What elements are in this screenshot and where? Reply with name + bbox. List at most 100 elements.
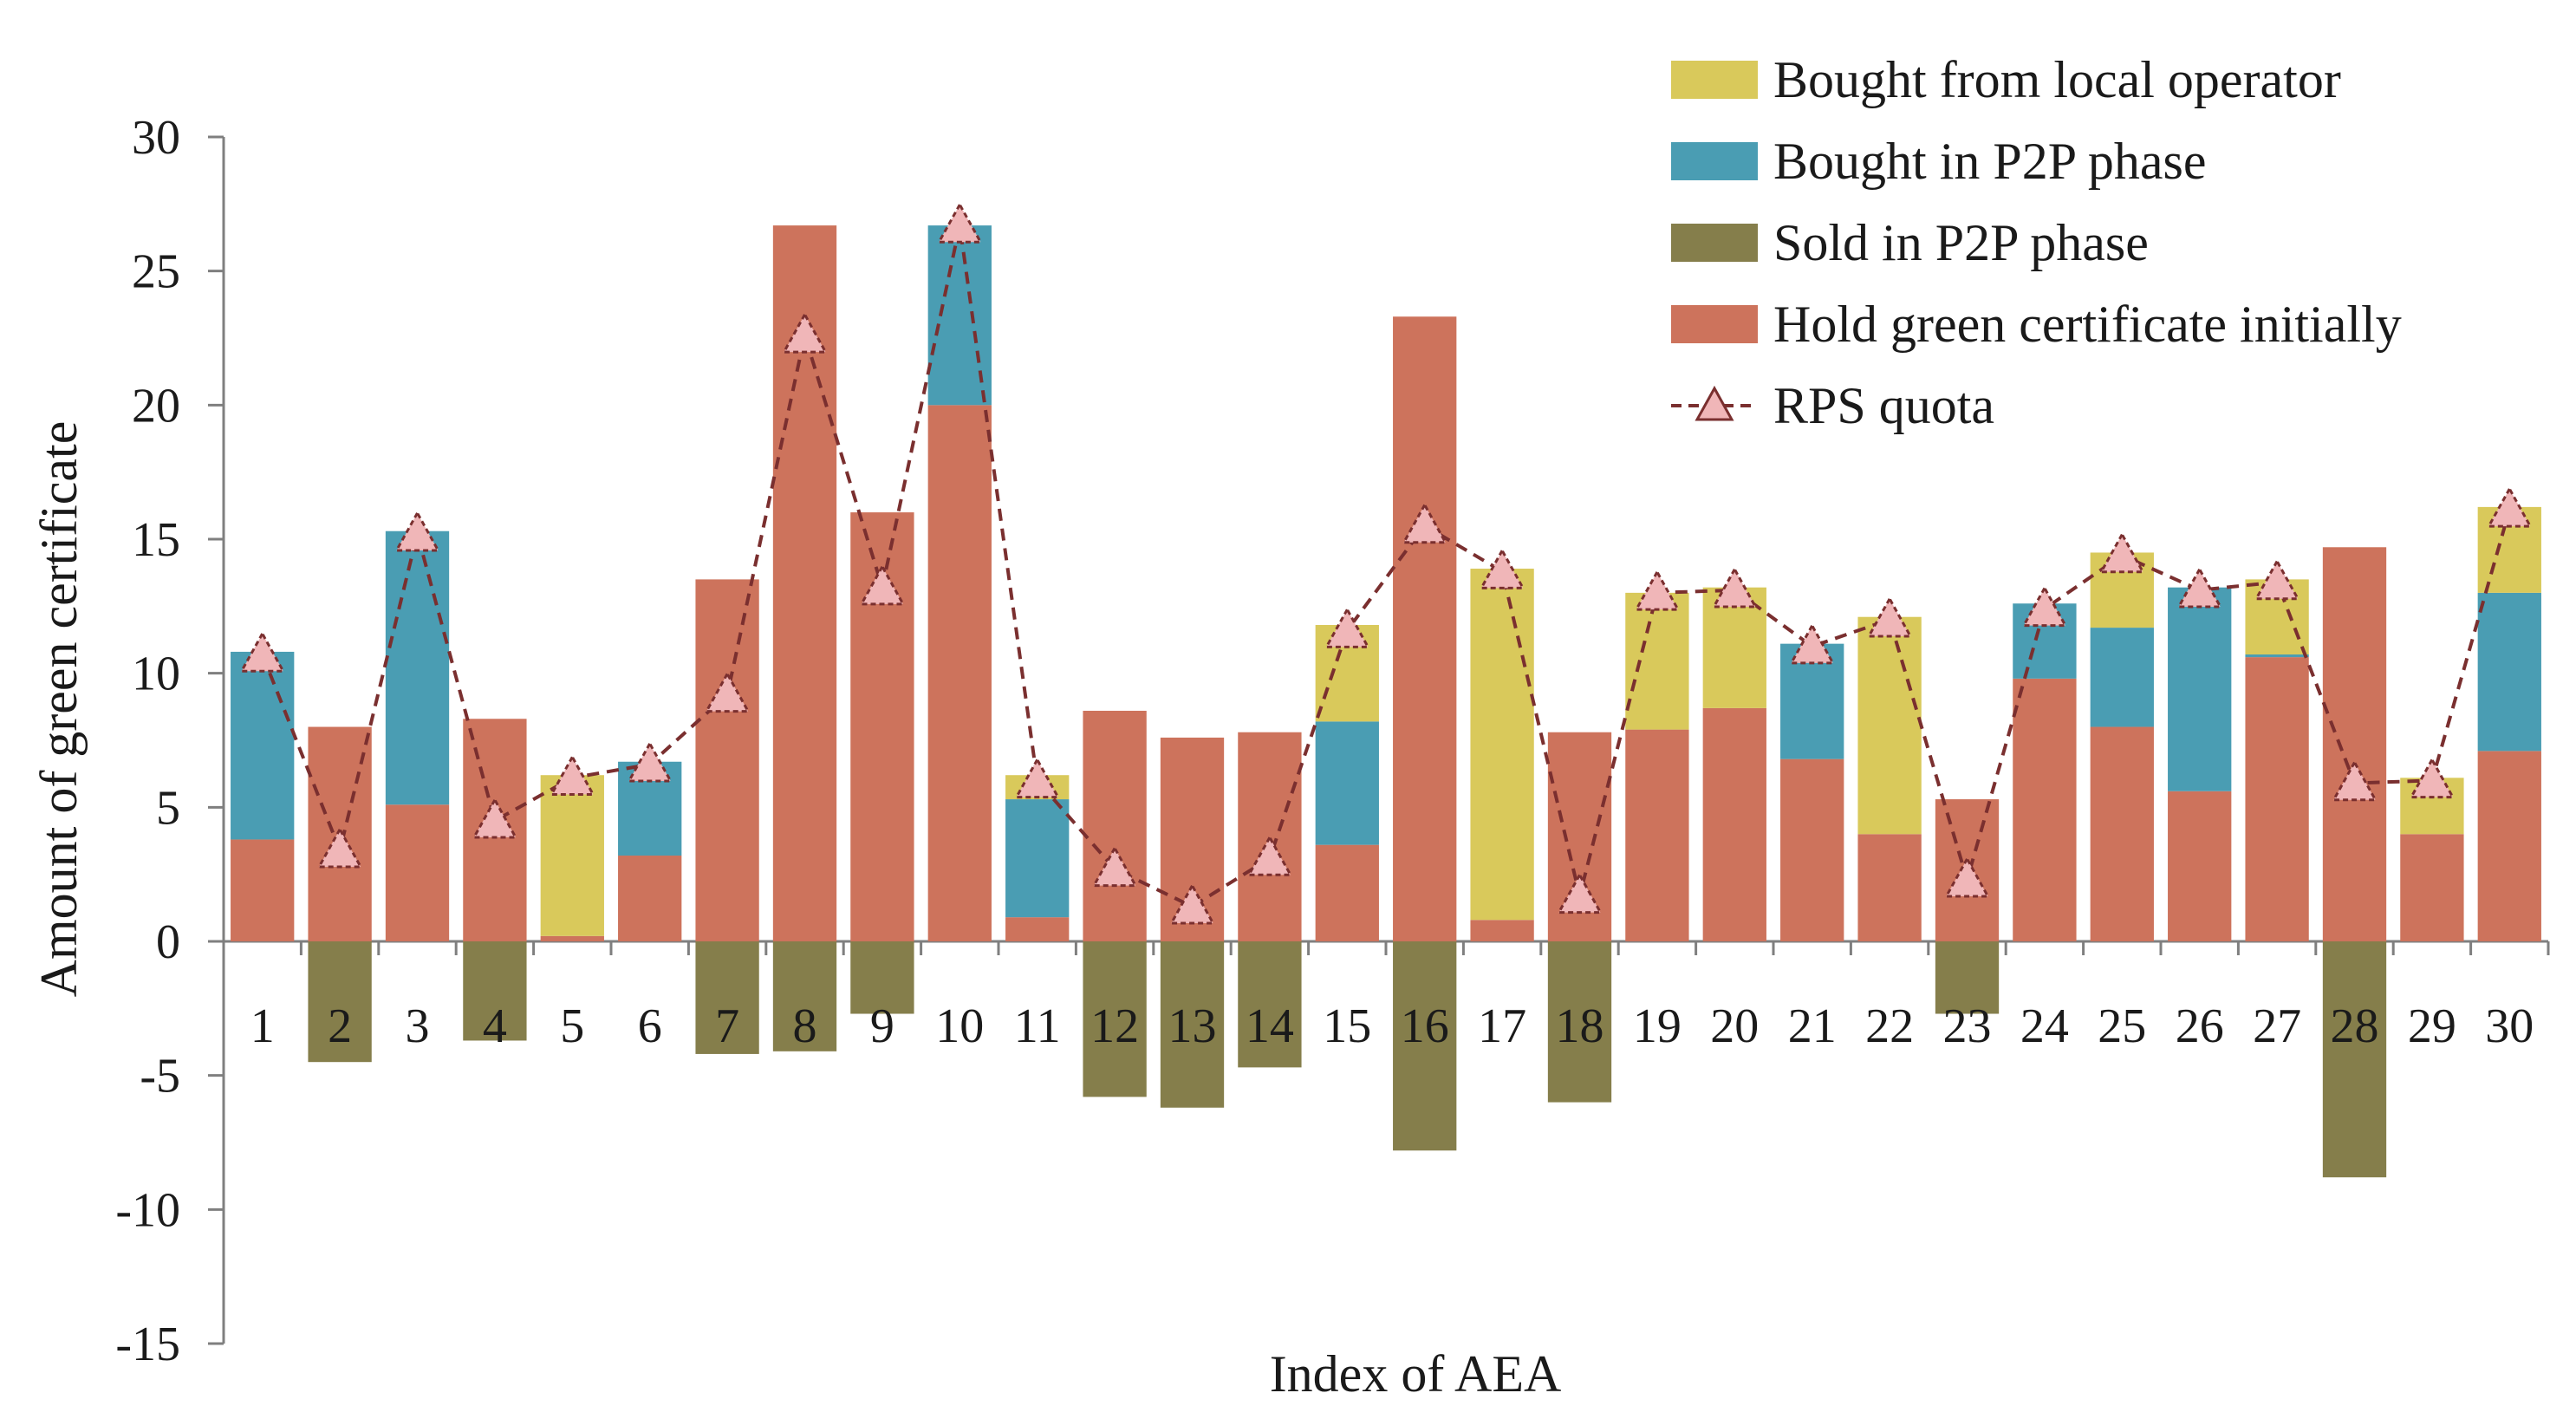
- rps-quota-point-22: [1866, 596, 1913, 638]
- rps-quota-point-2: [316, 826, 363, 869]
- rps-quota-point-9: [859, 563, 906, 606]
- bar-hold-green-certificate-initially-15: [1315, 844, 1379, 941]
- bar-bought-from-local-operator-19: [1625, 592, 1689, 730]
- x-tick-label: 29: [2408, 999, 2456, 1053]
- legend-label-sold-in-p2p-phase: Sold in P2P phase: [1773, 214, 2149, 271]
- x-tick-label: 25: [2098, 999, 2146, 1053]
- x-tick-label: 30: [2485, 999, 2534, 1053]
- legend-swatch-sold-in-p2p-phase: [1671, 224, 1758, 262]
- bar-hold-green-certificate-initially-29: [2400, 834, 2464, 941]
- bar-bought-in-p2p-phase-3: [385, 530, 450, 805]
- x-tick-label: 6: [638, 999, 662, 1053]
- bar-sold-in-p2p-phase-9: [850, 941, 914, 1014]
- rps-quota-point-7: [704, 671, 751, 713]
- legend-label-bought-from-local-operator: Bought from local operator: [1773, 51, 2341, 108]
- x-tick-label: 9: [870, 999, 894, 1053]
- bar-sold-in-p2p-phase-18: [1547, 941, 1612, 1103]
- rps-quota-point-26: [2176, 566, 2223, 609]
- bar-hold-green-certificate-initially-3: [385, 804, 450, 941]
- y-axis-title: Amount of green certificate: [30, 421, 88, 998]
- rps-quota-point-21: [1789, 622, 1836, 665]
- rps-quota-point-11: [1014, 757, 1061, 799]
- legend: Bought from local operator Bought in P2P …: [1671, 51, 2402, 434]
- legend-label-bought-in-p2p-phase: Bought in P2P phase: [1773, 133, 2206, 190]
- rps-quota-point-10: [936, 201, 983, 244]
- rps-quota-point-19: [1634, 569, 1681, 611]
- x-tick-label: 7: [715, 999, 739, 1053]
- bar-sold-in-p2p-phase-13: [1160, 941, 1225, 1108]
- bar-sold-in-p2p-phase-16: [1393, 941, 1457, 1151]
- x-tick-label: 27: [2253, 999, 2301, 1053]
- legend-label-hold-green-certificate-initially: Hold green certificate initially: [1773, 296, 2402, 353]
- x-tick-label: 10: [935, 999, 984, 1053]
- legend-swatch-bought-in-p2p-phase: [1671, 142, 1758, 180]
- y-tick-label: -10: [115, 1183, 180, 1237]
- x-tick-label: 28: [2331, 999, 2379, 1053]
- bar-bought-in-p2p-phase-27: [2245, 654, 2309, 658]
- rps-quota-point-24: [2021, 585, 2068, 628]
- x-tick-label: 26: [2176, 999, 2224, 1053]
- bar-bought-from-local-operator-22: [1857, 616, 1922, 835]
- x-tick-label: 23: [1943, 999, 1992, 1053]
- rps-quota-point-25: [2098, 531, 2145, 574]
- rps-quota-point-23: [1943, 856, 1991, 898]
- x-tick-label: 8: [793, 999, 817, 1053]
- x-axis-title: Index of AEA: [1270, 1345, 1562, 1403]
- bar-bought-from-local-operator-5: [540, 775, 604, 936]
- rps-quota-point-29: [2409, 757, 2456, 799]
- rps-quota-point-30: [2486, 485, 2533, 528]
- rps-quota-point-28: [2331, 759, 2378, 802]
- x-tick-label: 20: [1710, 999, 1759, 1053]
- bar-bought-from-local-operator-17: [1470, 569, 1534, 921]
- bar-bought-in-p2p-phase-30: [2477, 592, 2541, 752]
- x-tick-label: 14: [1246, 999, 1294, 1053]
- rps-quota-point-5: [549, 754, 595, 797]
- bar-sold-in-p2p-phase-2: [308, 941, 372, 1063]
- y-tick-label: 5: [156, 781, 180, 835]
- x-tick-label: 24: [2020, 999, 2069, 1053]
- legend-label-rps-quota: RPS quota: [1773, 377, 1994, 434]
- x-tick-label: 11: [1014, 999, 1061, 1053]
- y-tick-label: 0: [156, 915, 180, 969]
- bar-bought-in-p2p-phase-1: [231, 651, 295, 840]
- y-tick-label: 30: [132, 111, 180, 165]
- bar-hold-green-certificate-initially-14: [1238, 732, 1302, 941]
- rps-quota-point-18: [1556, 872, 1603, 915]
- bar-hold-green-certificate-initially-30: [2477, 751, 2541, 941]
- y-tick-label: 10: [132, 648, 180, 701]
- bar-hold-green-certificate-initially-7: [695, 579, 759, 941]
- bar-hold-green-certificate-initially-22: [1857, 834, 1922, 941]
- bar-hold-green-certificate-initially-21: [1780, 758, 1844, 941]
- x-tick-label: 1: [250, 999, 275, 1053]
- rps-quota-point-17: [1479, 548, 1525, 589]
- rps-quota-point-6: [627, 740, 673, 783]
- x-tick-label: 17: [1478, 999, 1526, 1053]
- rps-quota-point-4: [472, 797, 518, 839]
- bar-hold-green-certificate-initially-26: [2168, 791, 2232, 941]
- rps-quota-point-15: [1324, 607, 1370, 648]
- bar-hold-green-certificate-initially-27: [2245, 657, 2309, 941]
- bar-hold-green-certificate-initially-11: [1005, 917, 1070, 941]
- rps-quota-line: [239, 201, 2533, 925]
- rps-quota-point-27: [2254, 558, 2300, 601]
- bar-sold-in-p2p-phase-28: [2322, 941, 2387, 1178]
- bar-hold-green-certificate-initially-1: [231, 839, 295, 941]
- category-labels: 1 2 3 4 5 6 7 8 9 10 11 12 13 14 15 16 17 18 19 20 21 22 23 24 2…: [250, 999, 2534, 1053]
- rps-quota-point-12: [1091, 845, 1138, 888]
- rps-quota-point-1: [239, 630, 286, 673]
- bar-sold-in-p2p-phase-4: [463, 941, 527, 1041]
- rps-quota-point-20: [1711, 566, 1758, 609]
- legend-swatch-hold-green-certificate-initially: [1671, 305, 1758, 343]
- bar-hold-green-certificate-initially-5: [540, 935, 604, 941]
- bar-hold-green-certificate-initially-28: [2322, 547, 2387, 941]
- bar-hold-green-certificate-initially-25: [2090, 726, 2154, 941]
- bar-sold-in-p2p-phase-7: [695, 941, 759, 1054]
- bar-bought-in-p2p-phase-15: [1315, 721, 1379, 845]
- rps-quota-point-14: [1246, 835, 1293, 876]
- x-tick-label: 19: [1633, 999, 1682, 1053]
- bar-hold-green-certificate-initially-17: [1470, 920, 1534, 941]
- bar-hold-green-certificate-initially-20: [1702, 707, 1766, 941]
